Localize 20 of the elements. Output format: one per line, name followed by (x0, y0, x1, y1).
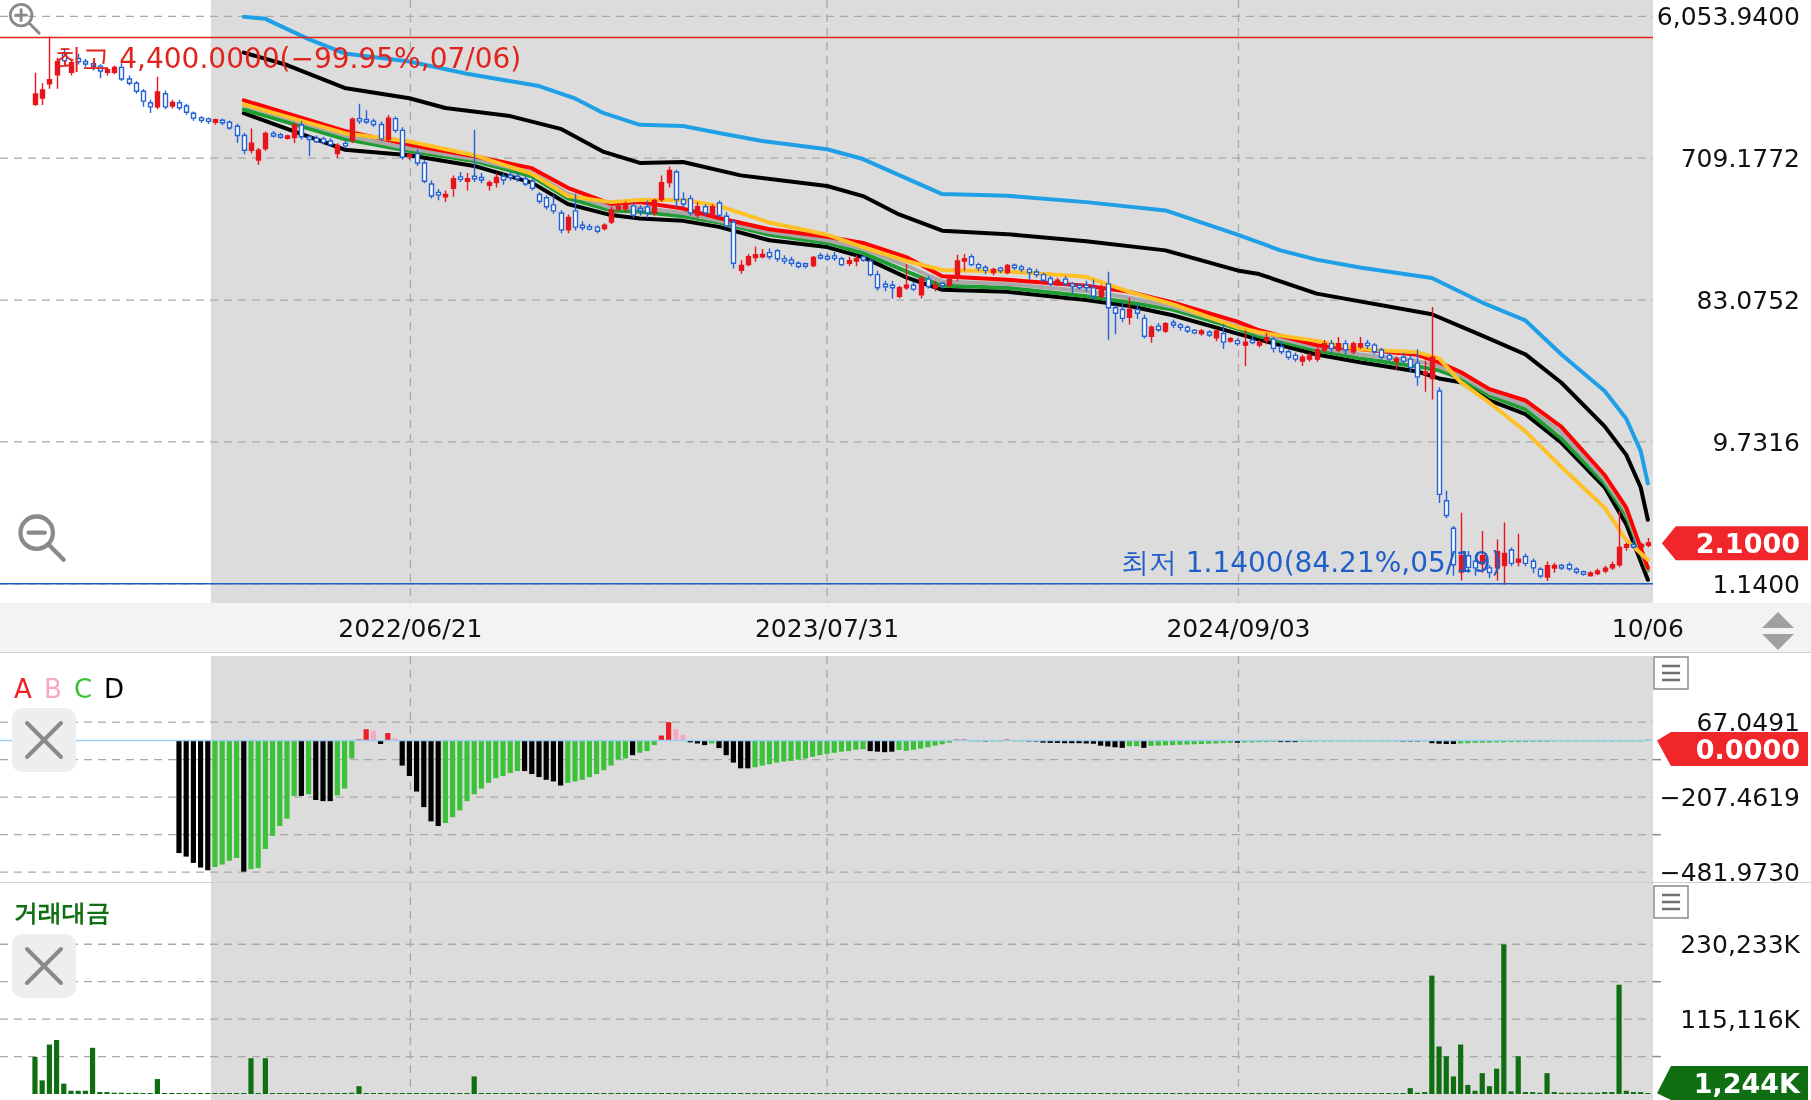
text: D (104, 674, 125, 704)
y-tick-label: 230,233K (1680, 930, 1801, 960)
y-tick-label: 1.1400 (1712, 569, 1800, 599)
y-tick-label: −481.9730 (1659, 858, 1800, 888)
y-tick-label: 709.1772 (1680, 144, 1800, 174)
y-tick-label: 6,053.9400 (1656, 2, 1800, 32)
x-tick-label: 10/06 (1611, 613, 1684, 643)
y-tick-label: 9.7316 (1712, 427, 1800, 457)
text: 거래대금 (14, 899, 110, 927)
x-tick-label: 2022/06/21 (338, 613, 483, 643)
text: A (14, 674, 32, 704)
y-tick-label: 115,116K (1680, 1005, 1801, 1035)
text: 1,244K (1693, 1067, 1802, 1099)
y-tick-label: −207.4619 (1659, 783, 1800, 813)
y-tick-label: 83.0752 (1696, 286, 1800, 316)
x-tick-label: 2024/09/03 (1166, 613, 1311, 643)
text: C (74, 674, 93, 704)
x-tick-label: 2023/07/31 (754, 613, 900, 643)
text: B (44, 674, 62, 704)
annotation: 2.1000 (1695, 527, 1800, 559)
